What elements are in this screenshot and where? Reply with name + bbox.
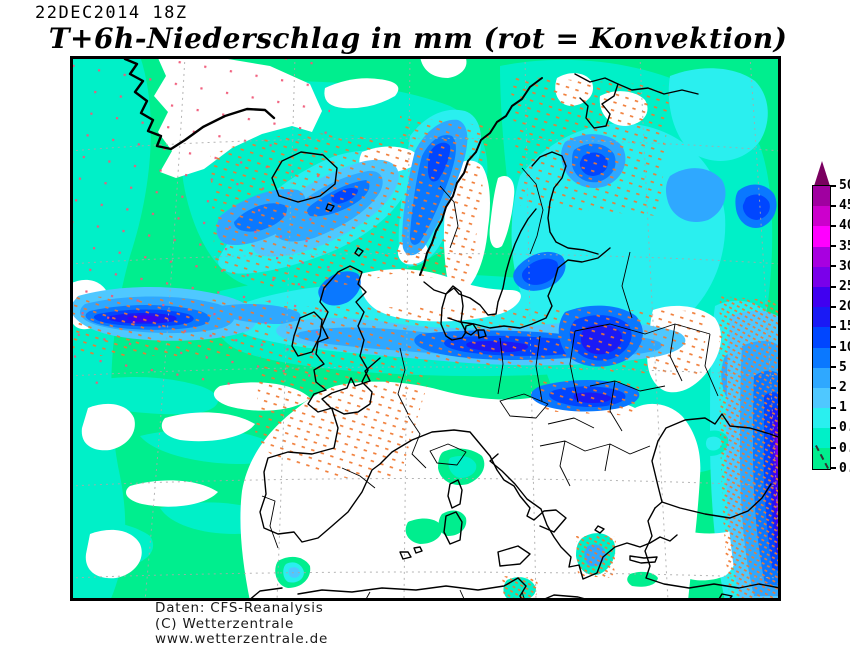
precipitation-field [70,56,781,601]
legend-segment [813,448,830,469]
graticule [70,56,781,601]
legend-value-label: 15 [830,320,850,334]
attribution-line: www.wetterzentrale.de [155,631,329,647]
legend-segment [813,286,830,308]
legend-segment [813,266,830,287]
legend-value-label: 5 [830,360,847,375]
legend-arrow-icon [814,161,830,186]
legend-segment [813,186,830,207]
legend-value-label: 35 [830,239,850,254]
legend-segment [813,206,830,227]
legend-value-label: 20 [830,300,850,314]
legend-value-label: 10 [830,340,850,355]
legend-segment [813,387,830,409]
legend-segment [813,226,830,247]
legend-segment [813,246,830,267]
legend-value-label: 1 [830,401,847,415]
attribution: Daten: CFS-Reanalysis (C) Wetterzentrale… [155,600,329,648]
legend-value-label: 45 [830,199,850,213]
legend-value-label: 50 [830,179,850,193]
legend-value-label: 0.2 [830,441,850,456]
legend-value-label: 0.5 [830,421,850,435]
attribution-line: (C) Wetterzentrale [155,615,295,632]
legend-segment [813,408,830,429]
map-border [70,56,781,601]
legend-segment [813,428,830,449]
convection-speckles [70,56,781,601]
legend-value-label: 40 [830,219,850,233]
page-title: T+6h-Niederschlag in mm (rot = Konvektio… [48,22,788,55]
legend-value-label: 25 [830,280,850,294]
coastlines [123,57,781,601]
legend-bar [812,185,831,470]
legend-value-label: 2 [830,381,847,395]
legend-value-label: 0.1 [830,461,850,476]
precipitation-legend: 50 45 40 35 30 25 20 15 10 5 2 1 0.5 0.2 0.1 [812,161,850,475]
legend-segment [813,367,830,388]
legend-segment [813,307,830,328]
legend-segment [813,327,830,348]
precipitation-map [70,56,781,601]
map-canvas [70,56,781,601]
legend-value-label: 30 [830,259,850,274]
legend-segment [813,347,830,368]
attribution-line: Daten: CFS-Reanalysis [155,600,324,616]
run-timestamp: 22DEC2014 18Z [35,3,188,23]
